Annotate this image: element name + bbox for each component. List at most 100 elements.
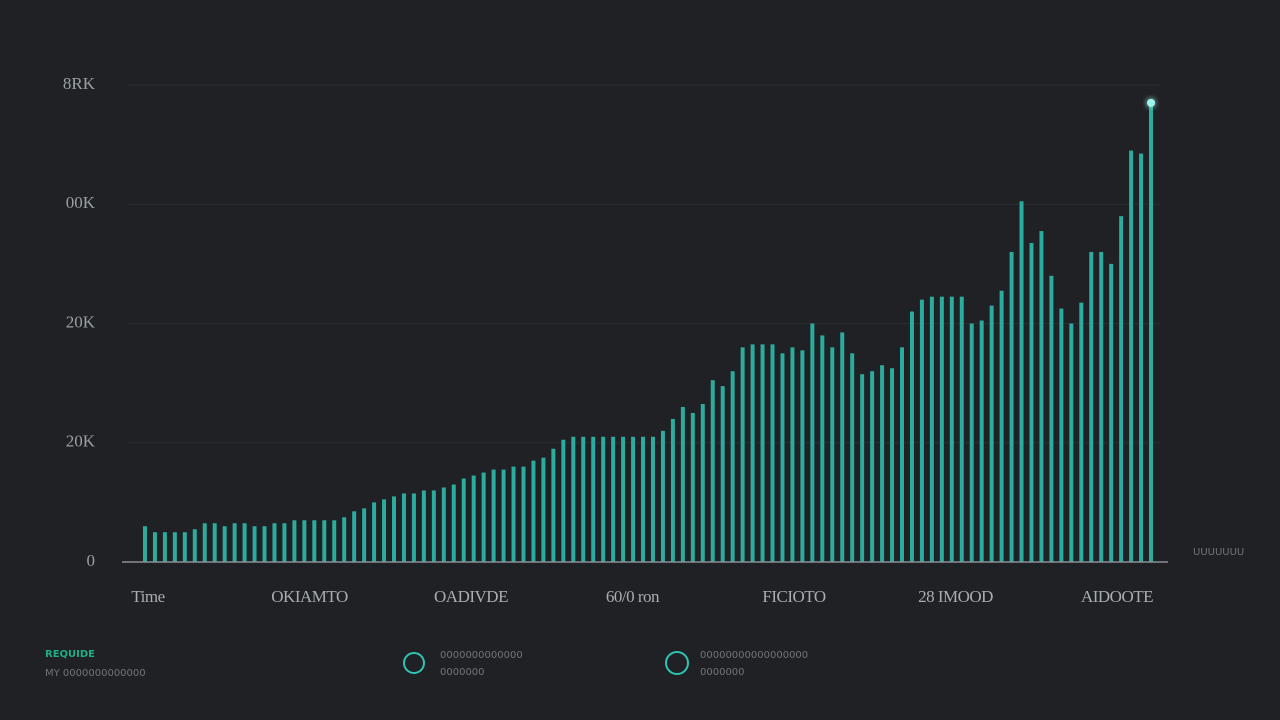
x-label: OADIVDE <box>434 587 508 606</box>
legend-icon <box>403 652 425 674</box>
bar <box>332 520 337 562</box>
bar <box>900 347 904 562</box>
bar <box>999 290 1004 562</box>
labels: 0 20K 20K 00K 8RK Time OKIAMTO OADIVDE 60/0 ron F… <box>63 74 1154 606</box>
legend-title: 0000000000000 <box>440 650 523 661</box>
bar <box>511 466 516 562</box>
bar <box>1089 251 1094 562</box>
x-label: AIDOOTE <box>1081 587 1153 606</box>
y-tick-label: 00K <box>66 193 96 212</box>
bar <box>641 436 646 562</box>
bars <box>142 98 1156 563</box>
bar <box>182 532 187 562</box>
x-label: 28 IMOOD <box>918 587 993 606</box>
bar <box>411 493 416 562</box>
bar <box>969 323 974 562</box>
bar <box>700 403 705 562</box>
bar <box>262 526 267 562</box>
bar <box>451 484 456 562</box>
bar <box>162 532 167 562</box>
bar <box>202 523 207 562</box>
legend-title: 00000000000000000 <box>700 650 808 661</box>
bar <box>372 502 377 562</box>
bar <box>949 296 954 562</box>
bar <box>800 350 805 562</box>
y-tick-label: 20K <box>66 432 96 451</box>
bar <box>601 436 606 562</box>
bar <box>521 466 526 562</box>
bar <box>1059 308 1064 562</box>
bar <box>710 380 715 562</box>
legend: REQUIDE MY 0000000000000 0000000000000 0… <box>45 649 808 679</box>
bar <box>1149 102 1154 562</box>
bar <box>252 526 257 562</box>
bar <box>720 386 725 562</box>
bar <box>1029 243 1034 562</box>
bar <box>1079 302 1084 562</box>
bar <box>621 436 626 562</box>
legend-title: REQUIDE <box>45 649 95 660</box>
bar <box>650 436 655 562</box>
bar <box>740 347 745 562</box>
bar <box>431 490 436 562</box>
bar <box>730 371 735 562</box>
bar <box>342 517 347 562</box>
y-tick-label: 0 <box>87 551 96 570</box>
bar <box>531 460 536 562</box>
bar <box>561 439 566 562</box>
bar <box>890 368 895 562</box>
bar <box>1099 251 1104 562</box>
bar <box>551 448 556 562</box>
bar <box>421 490 426 562</box>
bar <box>581 436 586 562</box>
bar <box>302 520 307 562</box>
bar <box>959 296 964 562</box>
bar <box>1139 153 1144 562</box>
bar <box>611 436 616 562</box>
legend-sub: 0000000 <box>700 667 745 678</box>
bar <box>989 305 994 562</box>
bar <box>680 406 685 562</box>
bar <box>1049 275 1054 562</box>
bar <box>461 478 466 562</box>
bar <box>820 335 825 562</box>
bar <box>1129 150 1134 562</box>
bar <box>382 499 387 562</box>
bar <box>750 344 755 562</box>
bar <box>571 436 576 562</box>
bar <box>541 457 546 562</box>
bar <box>770 344 775 562</box>
bar <box>441 487 446 562</box>
bar <box>631 436 636 562</box>
bar <box>939 296 944 562</box>
x-label: Time <box>131 587 164 606</box>
bar <box>222 526 227 562</box>
x-label: FICIOTO <box>762 587 825 606</box>
bar <box>312 520 317 562</box>
x-label: OKIAMTO <box>271 587 348 606</box>
bar <box>660 430 665 562</box>
bar <box>1039 231 1044 563</box>
bar <box>690 412 695 562</box>
bar <box>1069 323 1074 562</box>
bar <box>1009 251 1014 562</box>
bar <box>1109 263 1114 562</box>
bar <box>282 523 287 562</box>
right-label: UUUUUUU <box>1193 547 1244 558</box>
bar <box>670 418 675 562</box>
bar <box>192 529 197 562</box>
bar <box>142 526 147 562</box>
bar <box>840 332 845 562</box>
bar <box>830 347 835 562</box>
bar <box>591 436 596 562</box>
legend-sub: 0000000 <box>440 667 485 678</box>
bar <box>232 523 237 562</box>
bar <box>919 299 924 562</box>
bar <box>152 532 157 562</box>
bar <box>322 520 327 562</box>
y-tick-label: 20K <box>66 312 96 331</box>
bar <box>909 311 914 562</box>
bar <box>979 320 984 562</box>
bar <box>1019 201 1024 563</box>
